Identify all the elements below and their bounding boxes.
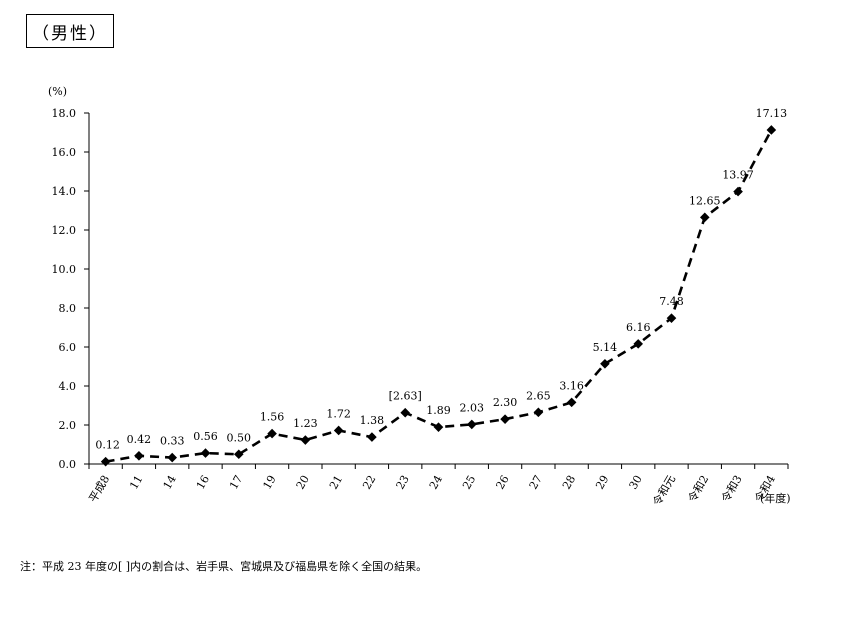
x-tick-label: 28 xyxy=(560,473,578,492)
data-label: 0.56 xyxy=(193,430,218,443)
y-tick-label: 8.0 xyxy=(59,302,77,315)
y-tick-label: 16.0 xyxy=(52,146,77,159)
y-tick-label: 18.0 xyxy=(52,107,77,120)
data-labels: 0.12 0.42 0.33 0.56 0.50 1.56 1.23 1.72 1.38 [2.6… xyxy=(95,107,787,452)
data-label: 1.38 xyxy=(360,414,385,427)
x-tick-label: 30 xyxy=(627,473,645,492)
data-label: 0.42 xyxy=(127,433,152,446)
x-tick-label: 14 xyxy=(161,473,179,492)
data-point xyxy=(100,456,111,467)
data-label: 1.56 xyxy=(260,411,285,424)
data-label: 17.13 xyxy=(756,107,788,120)
x-tick-label: 令和2 xyxy=(685,473,712,505)
data-point xyxy=(400,407,411,418)
x-tick-label: 25 xyxy=(460,473,478,492)
data-point xyxy=(666,313,677,323)
x-tick-label: 26 xyxy=(493,473,511,492)
data-point xyxy=(300,435,311,445)
x-tick-label: 24 xyxy=(427,473,445,492)
data-label: [2.63] xyxy=(389,390,422,403)
y-tick-label: 2.0 xyxy=(59,419,77,432)
data-point xyxy=(367,432,377,442)
x-tick-labels: 平成8 11 14 16 17 19 20 21 22 23 24 25 26 27 28 29 30 令和元 令和… xyxy=(86,473,777,509)
data-point xyxy=(733,186,743,197)
data-label: 12.65 xyxy=(689,194,721,207)
y-axis-label: (%) xyxy=(48,85,67,98)
data-point xyxy=(766,125,777,135)
data-label: 1.72 xyxy=(326,407,351,420)
data-point xyxy=(633,339,644,349)
data-label: 0.12 xyxy=(95,439,120,452)
data-point xyxy=(134,451,144,461)
data-label: 2.30 xyxy=(493,396,518,409)
y-tick-label: 10.0 xyxy=(52,263,77,276)
x-tick-label: 19 xyxy=(260,473,278,492)
data-point xyxy=(167,452,178,463)
x-tick-label: 21 xyxy=(327,473,345,492)
data-point xyxy=(233,449,244,460)
data-label: 2.65 xyxy=(526,389,551,402)
data-label: 1.89 xyxy=(426,404,451,417)
x-tick-label: 23 xyxy=(394,473,412,492)
data-point xyxy=(200,448,211,458)
data-point xyxy=(433,422,444,432)
x-tick-label: 16 xyxy=(194,473,212,492)
y-tick-label: 14.0 xyxy=(52,185,77,198)
data-label: 6.16 xyxy=(626,321,651,334)
data-point xyxy=(500,414,510,424)
axes xyxy=(84,112,789,469)
data-point xyxy=(600,358,610,369)
x-tick-label: 17 xyxy=(227,473,245,492)
data-label: 3.16 xyxy=(559,379,584,392)
data-point xyxy=(566,397,577,408)
data-label: 1.23 xyxy=(293,417,318,430)
data-label: 7.48 xyxy=(659,295,684,308)
data-label: 13.97 xyxy=(722,169,754,182)
x-axis-label: (年度) xyxy=(760,491,791,505)
y-tick-label: 6.0 xyxy=(59,341,77,354)
x-tick-label: 22 xyxy=(360,473,378,492)
data-label: 0.33 xyxy=(160,435,185,448)
x-tick-label: 20 xyxy=(294,473,312,492)
y-tick-label: 12.0 xyxy=(52,224,77,237)
data-label: 0.50 xyxy=(227,431,252,444)
data-point xyxy=(466,419,477,430)
footnote: 注：平成 23 年度の[ ]内の割合は、岩手県、宮城県及び福島県を除く全国の結果… xyxy=(20,560,428,573)
x-tick-label: 11 xyxy=(127,473,145,492)
data-label: 2.03 xyxy=(460,401,485,414)
x-tick-label: 令和3 xyxy=(718,473,745,505)
data-point xyxy=(533,407,544,418)
chart-title-box: （男性） xyxy=(26,14,114,48)
y-tick-label: 0.0 xyxy=(59,458,77,471)
data-point xyxy=(333,425,344,436)
y-tick-label: 4.0 xyxy=(59,380,77,393)
x-tick-label: 平成8 xyxy=(86,473,112,505)
x-tick-label: 令和元 xyxy=(649,473,678,509)
data-point xyxy=(267,428,277,439)
data-label: 5.14 xyxy=(593,341,618,354)
x-tick-label: 29 xyxy=(593,473,611,492)
markers xyxy=(100,125,777,467)
data-point xyxy=(699,212,710,223)
x-tick-label: 27 xyxy=(527,473,545,492)
y-tick-labels: 0.0 2.0 4.0 6.0 8.0 10.0 12.0 14.0 16.0 18.0 xyxy=(52,107,77,471)
